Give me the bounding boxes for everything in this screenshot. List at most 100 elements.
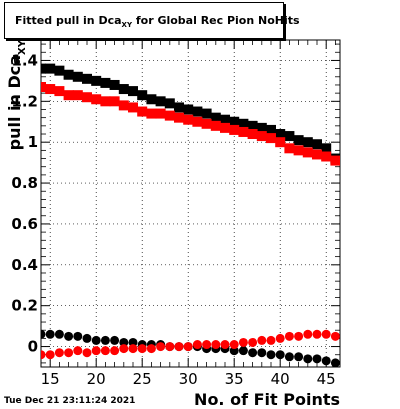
- data-point-series-3: [257, 335, 267, 345]
- data-point-series-0: [146, 94, 157, 105]
- data-point-series-0: [220, 114, 230, 125]
- data-point-series-3: [284, 331, 294, 341]
- data-point-series-1: [183, 114, 194, 125]
- x-axis-title: No. of Fit Points: [194, 390, 340, 409]
- data-point-series-1: [128, 102, 138, 113]
- chart-title: Fitted pull in DcaXY for Global Rec Pion…: [15, 14, 300, 30]
- y-tick-label: 0.8: [11, 174, 38, 192]
- data-point-series-0: [45, 63, 56, 74]
- data-point-series-3: [45, 350, 55, 360]
- data-point-series-1: [63, 90, 74, 101]
- data-point-series-2: [82, 333, 92, 343]
- data-point-series-0: [256, 122, 267, 133]
- data-point-series-0: [72, 71, 83, 82]
- data-point-series-2: [312, 354, 322, 364]
- data-point-series-0: [174, 102, 184, 113]
- y-tick-label: 1.4: [11, 51, 38, 69]
- data-point-series-3: [220, 340, 230, 350]
- data-point-series-2: [41, 329, 46, 339]
- data-point-series-0: [183, 104, 194, 115]
- data-point-series-1: [54, 86, 65, 97]
- data-point-series-2: [294, 352, 304, 362]
- data-point-series-3: [64, 348, 74, 358]
- data-point-series-1: [266, 133, 276, 144]
- data-point-series-3: [211, 340, 221, 350]
- title-box: Fitted pull in DcaXY for Global Rec Pion…: [4, 2, 300, 39]
- data-point-series-1: [118, 100, 129, 111]
- data-point-series-3: [41, 350, 46, 360]
- data-point-series-0: [302, 137, 313, 148]
- data-point-series-3: [266, 335, 276, 345]
- timestamp: Tue Dec 21 23:11:24 2021: [4, 396, 136, 406]
- data-point-series-0: [266, 124, 276, 135]
- data-point-series-2: [100, 335, 110, 345]
- x-tick-label: 20: [87, 370, 106, 388]
- data-point-series-3: [82, 348, 92, 358]
- data-point-series-3: [137, 344, 147, 354]
- data-point-series-1: [45, 84, 56, 95]
- data-point-series-1: [293, 145, 304, 156]
- data-point-series-2: [257, 348, 267, 358]
- data-point-series-3: [110, 346, 120, 356]
- y-tick-label: 0.6: [11, 215, 38, 233]
- data-point-series-1: [41, 82, 46, 93]
- data-point-series-1: [284, 143, 295, 154]
- y-tick-label: 0.4: [11, 256, 38, 274]
- data-point-series-1: [229, 124, 240, 135]
- data-point-series-3: [165, 342, 175, 352]
- data-point-series-1: [321, 151, 332, 162]
- data-point-series-2: [275, 350, 285, 360]
- x-tick-label: 35: [225, 370, 244, 388]
- data-point-series-0: [91, 75, 102, 86]
- y-tick-label: 1: [28, 133, 38, 151]
- data-point-series-0: [210, 112, 221, 123]
- data-point-series-2: [303, 354, 313, 364]
- x-tick-label: 25: [133, 370, 152, 388]
- data-point-series-1: [146, 108, 157, 119]
- data-point-series-1: [312, 149, 322, 160]
- data-point-series-3: [294, 331, 304, 341]
- data-point-series-2: [330, 358, 340, 367]
- data-point-series-3: [174, 342, 184, 352]
- data-point-series-0: [312, 139, 322, 150]
- data-point-series-0: [54, 65, 65, 76]
- data-point-series-3: [146, 344, 156, 354]
- data-point-series-1: [220, 122, 230, 133]
- y-tick-label: 0.2: [11, 297, 38, 315]
- data-point-series-3: [73, 346, 83, 356]
- data-point-series-1: [82, 92, 92, 103]
- x-tick-label: 15: [41, 370, 60, 388]
- data-point-series-3: [183, 342, 193, 352]
- data-point-series-3: [119, 344, 129, 354]
- data-point-series-1: [330, 155, 340, 166]
- data-point-series-0: [128, 86, 138, 97]
- data-point-series-0: [41, 63, 46, 74]
- data-point-series-0: [192, 106, 203, 117]
- data-point-series-0: [275, 129, 286, 140]
- data-point-series-1: [238, 126, 249, 137]
- data-point-series-1: [109, 96, 120, 107]
- data-point-series-3: [156, 342, 166, 352]
- data-point-series-1: [164, 110, 175, 121]
- plot-frame: [40, 39, 341, 368]
- data-point-series-3: [238, 337, 248, 347]
- data-point-series-2: [73, 331, 83, 341]
- data-point-series-0: [155, 96, 166, 107]
- data-point-series-0: [137, 90, 148, 101]
- data-point-series-3: [91, 346, 101, 356]
- x-tick-label: 30: [179, 370, 198, 388]
- data-point-series-1: [100, 96, 111, 107]
- data-point-series-0: [118, 84, 129, 95]
- data-point-series-3: [303, 329, 313, 339]
- data-point-series-3: [100, 346, 110, 356]
- data-point-series-1: [137, 106, 148, 117]
- data-point-series-2: [284, 352, 294, 362]
- x-tick-label: 40: [271, 370, 290, 388]
- data-point-series-2: [110, 335, 120, 345]
- data-point-series-2: [64, 331, 74, 341]
- data-point-series-0: [293, 135, 304, 146]
- data-point-series-1: [192, 116, 203, 127]
- y-tick-label: 0: [28, 338, 38, 356]
- data-point-series-3: [192, 340, 202, 350]
- data-point-series-1: [256, 131, 267, 142]
